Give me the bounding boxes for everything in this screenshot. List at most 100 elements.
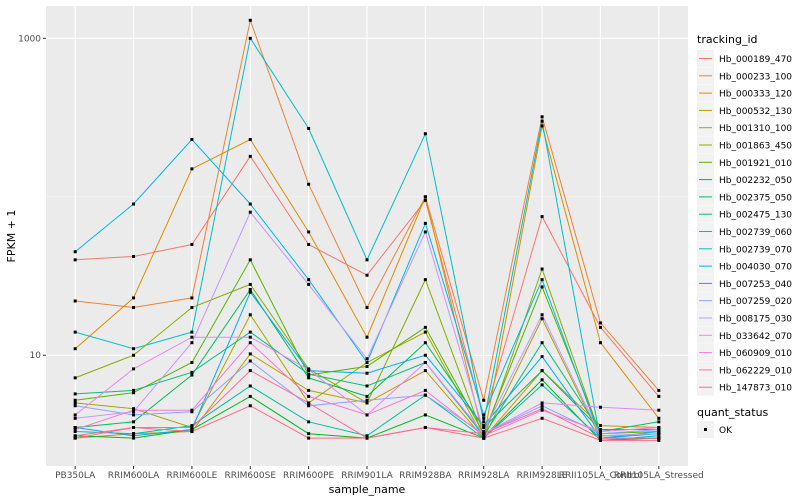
legend-label: Hb_033642_070	[719, 332, 792, 342]
data-point	[365, 364, 369, 368]
data-point	[482, 430, 486, 434]
data-point	[657, 425, 661, 429]
data-point	[73, 425, 77, 429]
data-point	[423, 413, 427, 417]
legend-item: Hb_008175_030	[697, 309, 792, 327]
x-tick-label: RRIM928LA	[458, 471, 510, 481]
x-tick-label: PB350LA	[55, 471, 96, 481]
data-point	[190, 424, 194, 428]
data-point	[423, 393, 427, 397]
data-point	[365, 394, 369, 398]
data-point	[657, 438, 661, 442]
legend-label: Hb_060909_010	[719, 349, 792, 359]
shape-legend-item: OK	[697, 421, 733, 438]
data-point	[132, 296, 136, 300]
series-points	[73, 18, 661, 442]
x-tick-label: RRII105LA_Control	[559, 471, 642, 481]
data-point	[73, 434, 77, 438]
data-point	[190, 370, 194, 374]
data-point	[248, 287, 252, 291]
data-point	[73, 427, 77, 431]
legend-item: Hb_000189_470	[697, 50, 792, 67]
data-point	[540, 378, 544, 382]
legend-item: Hb_002232_050	[697, 171, 792, 189]
legend-label: Hb_000333_120	[719, 90, 792, 100]
data-point	[132, 353, 136, 357]
data-point	[248, 335, 252, 339]
data-point	[423, 325, 427, 329]
data-point	[657, 408, 661, 412]
data-point	[482, 398, 486, 402]
legend-title: tracking_id	[697, 33, 758, 46]
data-point	[248, 137, 252, 141]
data-point	[307, 401, 311, 405]
data-point	[307, 372, 311, 376]
data-point	[132, 420, 136, 424]
legend-label: Hb_002739_070	[719, 245, 792, 255]
data-point	[598, 436, 602, 440]
data-point	[423, 425, 427, 429]
legend-label: Hb_002475_130	[719, 211, 792, 221]
data-point	[307, 432, 311, 436]
data-point	[540, 404, 544, 408]
data-point	[365, 401, 369, 405]
data-point	[73, 416, 77, 420]
data-point	[190, 306, 194, 310]
y-axis-title: FPKM + 1	[5, 210, 18, 263]
data-point	[248, 202, 252, 206]
data-point	[540, 355, 544, 359]
data-point	[540, 317, 544, 321]
data-point	[365, 335, 369, 339]
data-point	[190, 341, 194, 345]
data-point	[307, 182, 311, 186]
data-point	[307, 404, 311, 408]
data-point	[657, 436, 661, 440]
data-point	[365, 306, 369, 310]
legend-item: Hb_002739_060	[697, 223, 792, 240]
legend-label: Hb_004030_070	[719, 263, 792, 273]
data-point	[540, 119, 544, 123]
y-axis: 10 1000	[18, 34, 46, 361]
data-point	[132, 347, 136, 351]
data-point	[365, 357, 369, 361]
data-point	[482, 425, 486, 429]
data-point	[190, 360, 194, 364]
data-point	[423, 369, 427, 373]
data-point	[423, 388, 427, 392]
legend-item: Hb_060909_010	[697, 344, 792, 362]
legend-label: Hb_002739_060	[719, 228, 792, 238]
data-point	[73, 398, 77, 402]
legend-item: Hb_007253_040	[697, 274, 792, 292]
data-point	[190, 410, 194, 414]
data-point	[482, 413, 486, 417]
data-point	[307, 368, 311, 372]
legend-item: Hb_062229_010	[697, 361, 792, 379]
data-point	[423, 330, 427, 334]
data-point	[73, 330, 77, 334]
data-point	[540, 115, 544, 119]
data-point	[657, 416, 661, 420]
data-point	[248, 210, 252, 214]
data-point	[598, 434, 602, 438]
legend-label: Hb_002375_050	[719, 193, 792, 203]
data-point	[248, 18, 252, 22]
data-point	[190, 430, 194, 434]
data-point	[248, 369, 252, 373]
data-point	[540, 369, 544, 373]
data-point	[423, 198, 427, 202]
legend-item: Hb_002475_130	[697, 205, 792, 223]
data-point	[73, 430, 77, 434]
x-tick-label: RRIM928LE	[517, 471, 568, 481]
data-point	[248, 36, 252, 40]
data-point	[73, 258, 77, 262]
data-point	[540, 341, 544, 345]
legend-item: Hb_002375_050	[697, 188, 792, 206]
data-point	[132, 254, 136, 258]
data-point	[598, 438, 602, 442]
data-point	[540, 401, 544, 405]
data-point	[598, 341, 602, 345]
data-point	[307, 420, 311, 424]
data-point	[73, 299, 77, 303]
data-point	[423, 360, 427, 364]
data-point	[248, 352, 252, 356]
